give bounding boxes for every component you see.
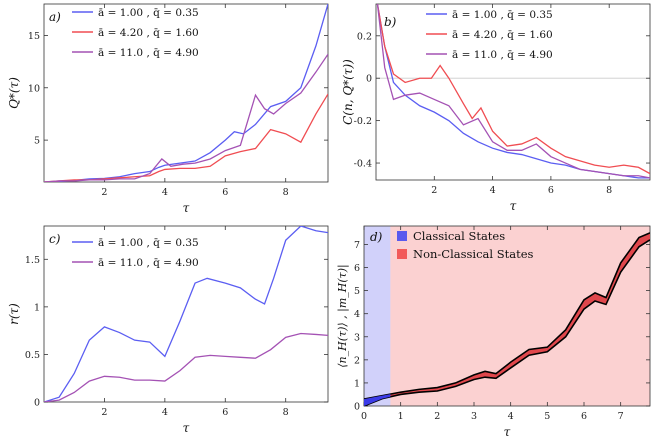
band-fill-classical: [364, 394, 391, 406]
y-tick-label: 7: [354, 240, 360, 251]
y-tick-label: 3: [354, 332, 360, 343]
x-tick-label: 2: [431, 185, 437, 196]
x-tick-label: 6: [548, 185, 554, 196]
x-tick-label: 8: [606, 185, 612, 196]
x-tick-label: 6: [581, 411, 587, 422]
x-tick-label: 1: [398, 411, 404, 422]
region-0: [364, 226, 391, 406]
series-upper-line: [364, 232, 650, 400]
x-tick-label: 5: [544, 411, 550, 422]
series-line-1: [44, 332, 328, 402]
y-tick-label: 0.5: [25, 350, 40, 361]
legend-label: Classical States: [413, 229, 505, 243]
y-axis-label: Q*(τ): [7, 77, 21, 109]
x-axis-label: τ: [510, 199, 517, 213]
y-axis-label: C(n, Q*(τ)): [341, 59, 355, 125]
series-line-1: [44, 93, 328, 182]
classical-band-group: [364, 394, 391, 406]
y-tick-label: 1: [354, 378, 360, 389]
band-group: [364, 232, 650, 406]
plot-frame: [43, 3, 329, 183]
x-tick-label: 4: [162, 187, 168, 198]
x-tick-label: 3: [471, 411, 477, 422]
series-group: [376, 4, 650, 179]
y-axis-label: ⟨n_H(τ)⟩ , |m_H(τ)|: [336, 264, 350, 368]
y-tick-label: 5: [34, 136, 40, 147]
y-axis-label: r(τ): [7, 303, 21, 325]
x-tick-label: 4: [508, 411, 514, 422]
y-tick-label: 0: [34, 398, 40, 409]
x-tick-label: 6: [222, 187, 228, 198]
legend-label: ā = 4.20 , q̄ = 1.60: [452, 29, 553, 41]
y-tick-label: 0: [354, 402, 360, 413]
series-line-0: [44, 226, 328, 402]
y-tick-label: 2: [354, 355, 360, 366]
series-line-2: [44, 53, 328, 182]
x-tick-label: 4: [162, 407, 168, 418]
plot-frame: [43, 225, 329, 403]
legend-label: ā = 4.20 , q̄ = 1.60: [98, 27, 199, 39]
panel-label: b): [384, 15, 397, 29]
legend-label: ā = 11.0 , q̄ = 4.90: [452, 49, 553, 61]
x-axis-label: τ: [504, 425, 511, 439]
series-group: [44, 226, 328, 402]
y-tick-label: 10: [28, 83, 40, 94]
y-tick-label: 5: [354, 286, 360, 297]
plot-frame: [375, 3, 651, 181]
series-group: [44, 4, 328, 182]
region-1: [390, 226, 650, 406]
y-tick-label: 4: [354, 309, 360, 320]
x-tick-label: 8: [283, 187, 289, 198]
x-tick-label: 6: [222, 407, 228, 418]
legend-label: Non-Classical States: [413, 247, 534, 261]
y-tick-label: 1: [34, 302, 40, 313]
legend-label: ā = 11.0 , q̄ = 4.90: [98, 257, 199, 269]
x-tick-label: 4: [490, 185, 496, 196]
y-tick-label: 0: [366, 74, 372, 85]
x-tick-label: 8: [283, 407, 289, 418]
x-tick-label: 0: [361, 411, 367, 422]
y-tick-label: 6: [354, 263, 360, 274]
series-line-0: [44, 4, 328, 182]
y-tick-label: -0.2: [354, 116, 372, 127]
series-lower-line: [364, 239, 650, 406]
x-tick-label: 7: [618, 411, 624, 422]
legend-label: ā = 1.00 , q̄ = 0.35: [452, 9, 553, 21]
panel-label: d): [370, 230, 383, 244]
x-tick-label: 2: [101, 187, 107, 198]
x-axis-label: τ: [183, 201, 190, 215]
panel-label: a): [49, 10, 61, 24]
plot-frame: [363, 225, 651, 407]
legend-label: ā = 1.00 , q̄ = 0.35: [98, 237, 199, 249]
panel-label: c): [49, 232, 61, 246]
x-tick-label: 2: [101, 407, 107, 418]
series-line-1: [376, 4, 650, 175]
legend-swatch: [397, 231, 407, 241]
x-axis-label: τ: [183, 421, 190, 435]
y-tick-label: 15: [28, 31, 40, 42]
legend-label: ā = 11.0 , q̄ = 4.90: [98, 47, 199, 59]
x-tick-label: 2: [434, 411, 440, 422]
y-tick-label: -0.4: [354, 159, 372, 170]
legend-label: ā = 1.00 , q̄ = 0.35: [98, 7, 199, 19]
y-tick-label: 1.5: [25, 255, 40, 266]
legend-swatch: [397, 249, 407, 259]
series-line-2: [376, 4, 650, 179]
y-tick-label: 0.2: [357, 31, 372, 42]
